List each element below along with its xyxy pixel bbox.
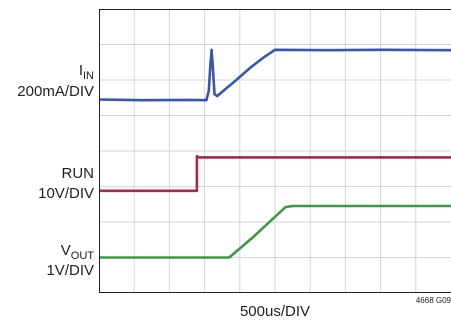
iin-scale-label: 200mA/DIV xyxy=(17,83,94,100)
vout-trace xyxy=(99,204,451,259)
iin-name-main: I xyxy=(79,62,83,79)
vout-name-label: VOUT xyxy=(61,242,95,262)
run-trace xyxy=(99,155,451,193)
plot-frame xyxy=(98,9,451,293)
vout-scale-label: 1V/DIV xyxy=(46,262,94,279)
vout-name-main: V xyxy=(61,242,71,259)
channel-labels: IIN 200mA/DIV RUN 10V/DIV VOUT 1V/DIV xyxy=(17,62,94,279)
vout-name-subscript: OUT xyxy=(71,250,95,262)
iin-name-label: IIN xyxy=(79,62,94,82)
grid xyxy=(99,9,451,293)
iin-trace xyxy=(98,48,451,102)
run-scale-label: 10V/DIV xyxy=(38,185,94,202)
figure-id-label: 4668 G09 xyxy=(416,296,451,305)
traces xyxy=(98,48,451,259)
x-scale-label: 500us/DIV xyxy=(240,303,310,320)
run-name-label: RUN xyxy=(62,165,95,182)
iin-name-subscript: IN xyxy=(83,70,94,82)
